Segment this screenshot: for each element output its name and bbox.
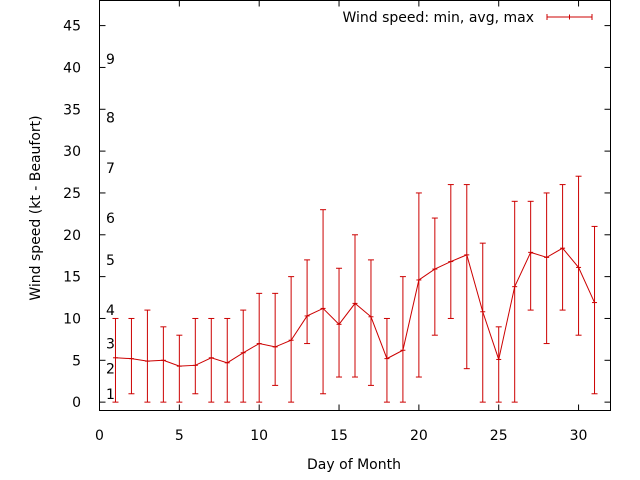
error-bars	[112, 175, 598, 403]
y-tick-label: 0	[72, 395, 81, 411]
beaufort-label: 2	[106, 362, 115, 378]
x-axis: 0 5 10 15 20 25 30	[95, 0, 588, 444]
y-tick-label: 35	[63, 102, 81, 118]
beaufort-label: 9	[106, 52, 115, 68]
avg-wind-speed-line	[115, 247, 595, 367]
plot-frame	[99, 0, 611, 411]
x-tick-label: 25	[490, 428, 508, 444]
beaufort-label: 5	[106, 253, 115, 269]
beaufort-scale-labels: 1 2 3 4 5 6 7 8 9	[106, 52, 115, 403]
legend-key	[546, 14, 593, 20]
y-axis-label: Wind speed (kt - Beaufort)	[28, 115, 44, 300]
x-tick-label: 10	[250, 428, 268, 444]
beaufort-label: 1	[106, 387, 115, 403]
y-tick-label: 5	[72, 353, 81, 369]
beaufort-label: 3	[106, 337, 115, 353]
y-tick-label: 20	[63, 228, 81, 244]
y-tick-label: 40	[63, 60, 81, 76]
x-tick-label: 5	[175, 428, 184, 444]
legend-label: Wind speed: min, avg, max	[342, 10, 534, 26]
beaufort-label: 7	[106, 161, 115, 177]
beaufort-label: 4	[106, 303, 115, 319]
x-tick-label: 15	[330, 428, 348, 444]
y-tick-label: 15	[63, 270, 81, 286]
y-tick-label: 30	[63, 144, 81, 160]
beaufort-label: 8	[106, 111, 115, 127]
x-tick-label: 0	[95, 428, 104, 444]
legend: Wind speed: min, avg, max	[342, 10, 593, 26]
x-tick-label: 20	[410, 428, 428, 444]
y-tick-label: 25	[63, 186, 81, 202]
y-tick-label: 10	[63, 311, 81, 327]
x-tick-label: 30	[570, 428, 588, 444]
beaufort-label: 6	[106, 211, 115, 227]
x-axis-label: Day of Month	[307, 457, 401, 473]
y-tick-label: 45	[63, 19, 81, 35]
